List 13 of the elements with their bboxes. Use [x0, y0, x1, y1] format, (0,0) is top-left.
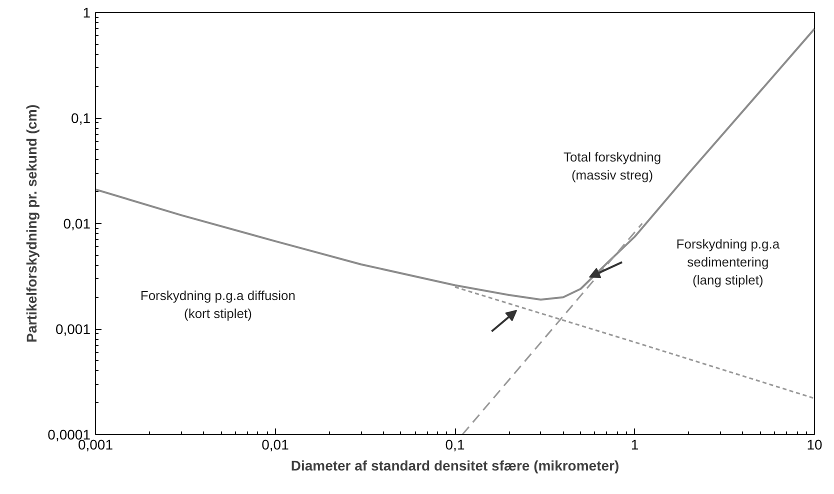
x-tick-label: 1: [630, 436, 639, 452]
y-tick-label: 1: [82, 4, 91, 20]
x-axis-title: Diameter af standard densitet sfære (mikrometer): [290, 458, 620, 474]
x-tick-label: 0,1: [445, 436, 465, 452]
annotation: Forskydning p.g.a sedimentering (lang stiplet): [676, 236, 780, 288]
annotation: Total forskydning (massiv streg): [564, 150, 662, 183]
x-tick-label: 0,01: [262, 436, 290, 452]
y-tick-label: 0,001: [55, 321, 91, 337]
x-tick-label: 10: [806, 436, 822, 452]
y-axis-title: Partikelforskydning pr. sekund (cm): [24, 104, 40, 343]
y-tick-label: 0,1: [71, 110, 91, 126]
annotation: Forskydning p.g.a diffusion (kort stiplet): [140, 288, 296, 322]
y-tick-label: 0,01: [63, 216, 91, 232]
